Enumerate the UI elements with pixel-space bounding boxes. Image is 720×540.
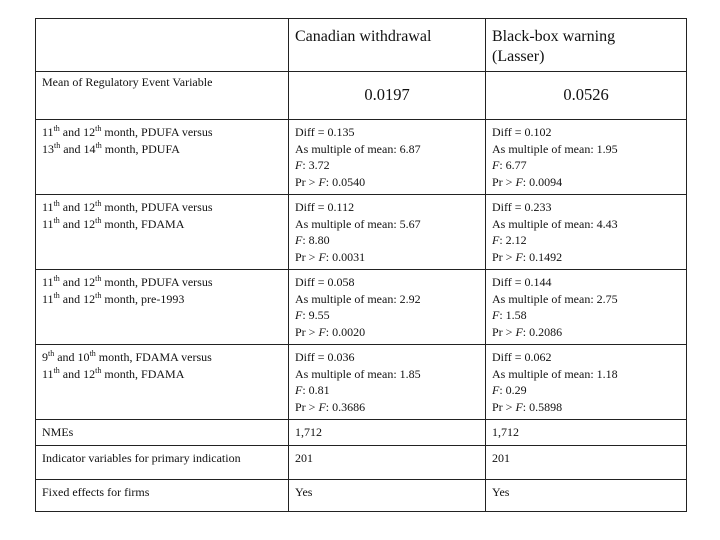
diff-value: Diff = 0.144 <box>492 275 552 289</box>
diff-value: Diff = 0.058 <box>295 275 355 289</box>
blackbox-stats: Diff = 0.233 As multiple of mean: 4.43 F… <box>485 194 687 270</box>
comparison-label: 11th and 12th month, PDUFA versus 11th a… <box>35 269 289 345</box>
comparison-label: 11th and 12th month, PDUFA versus 13th a… <box>35 119 289 195</box>
comparison-row: 9th and 10th month, FDAMA versus 11th an… <box>35 344 687 420</box>
mean-blackbox-value: 0.0526 <box>485 71 687 120</box>
f-stat: F: 8.80 <box>295 233 330 247</box>
multiple-of-mean: As multiple of mean: 2.92 <box>295 291 421 306</box>
comparison-label-line1: 11th and 12th month, PDUFA versus <box>42 199 213 215</box>
header-row: Canadian withdrawal Black-box warning (L… <box>35 18 687 72</box>
p-value: Pr > F: 0.1492 <box>492 249 563 264</box>
f-stat: F: 3.72 <box>295 158 330 172</box>
comparison-row: 11th and 12th month, PDUFA versus 11th a… <box>35 269 687 345</box>
footer-label: Fixed effects for firms <box>35 479 289 512</box>
comparison-rows: 11th and 12th month, PDUFA versus 13th a… <box>35 119 687 420</box>
p-value: Pr > F: 0.0094 <box>492 174 563 189</box>
p-value: Pr > F: 0.3686 <box>295 399 366 414</box>
mean-row: Mean of Regulatory Event Variable 0.0197… <box>35 71 687 120</box>
diff-value: Diff = 0.233 <box>492 200 552 214</box>
footer-blackbox-value: Yes <box>485 479 687 512</box>
blackbox-stats: Diff = 0.062 As multiple of mean: 1.18 F… <box>485 344 687 420</box>
canadian-stats: Diff = 0.112 As multiple of mean: 5.67 F… <box>288 194 486 270</box>
comparison-row: 11th and 12th month, PDUFA versus 13th a… <box>35 119 687 195</box>
mean-row-label: Mean of Regulatory Event Variable <box>35 71 289 120</box>
multiple-of-mean: As multiple of mean: 1.85 <box>295 366 421 381</box>
header-empty-cell <box>35 18 289 72</box>
footer-rows: NMEs 1,712 1,712 Indicator variables for… <box>35 419 687 512</box>
footer-blackbox-value: 1,712 <box>485 419 687 446</box>
multiple-of-mean: As multiple of mean: 4.43 <box>492 216 618 231</box>
f-stat: F: 0.29 <box>492 383 527 397</box>
header-black-box-warning: Black-box warning (Lasser) <box>485 18 687 72</box>
diff-value: Diff = 0.112 <box>295 200 355 214</box>
f-stat: F: 6.77 <box>492 158 527 172</box>
footer-row: NMEs 1,712 1,712 <box>35 419 687 446</box>
footer-row: Fixed effects for firms Yes Yes <box>35 479 687 512</box>
footer-blackbox-value: 201 <box>485 445 687 480</box>
canadian-stats: Diff = 0.036 As multiple of mean: 1.85 F… <box>288 344 486 420</box>
canadian-stats: Diff = 0.135 As multiple of mean: 6.87 F… <box>288 119 486 195</box>
p-value: Pr > F: 0.0020 <box>295 324 366 339</box>
multiple-of-mean: As multiple of mean: 1.95 <box>492 141 618 156</box>
header-canadian-withdrawal: Canadian withdrawal <box>288 18 486 72</box>
mean-canadian-value: 0.0197 <box>288 71 486 120</box>
f-stat: F: 9.55 <box>295 308 330 322</box>
diff-value: Diff = 0.062 <box>492 350 552 364</box>
comparison-label-line2: 11th and 12th month, pre-1993 <box>42 290 185 306</box>
comparison-label-line1: 11th and 12th month, PDUFA versus <box>42 124 213 140</box>
header-col3-line1: Black-box warning <box>492 28 616 45</box>
diff-value: Diff = 0.036 <box>295 350 355 364</box>
footer-row: Indicator variables for primary indicati… <box>35 445 687 480</box>
comparison-label: 9th and 10th month, FDAMA versus 11th an… <box>35 344 289 420</box>
f-stat: F: 0.81 <box>295 383 330 397</box>
p-value: Pr > F: 0.0540 <box>295 174 366 189</box>
p-value: Pr > F: 0.2086 <box>492 324 563 339</box>
results-table: Canadian withdrawal Black-box warning (L… <box>35 18 687 512</box>
multiple-of-mean: As multiple of mean: 6.87 <box>295 141 421 156</box>
footer-canadian-value: 201 <box>288 445 486 480</box>
multiple-of-mean: As multiple of mean: 5.67 <box>295 216 421 231</box>
comparison-label-line2: 13th and 14th month, PDUFA <box>42 140 180 156</box>
comparison-label-line1: 9th and 10th month, FDAMA versus <box>42 349 212 365</box>
f-stat: F: 1.58 <box>492 308 527 322</box>
footer-label: NMEs <box>35 419 289 446</box>
footer-canadian-value: Yes <box>288 479 486 512</box>
comparison-label-line2: 11th and 12th month, FDAMA <box>42 215 185 231</box>
blackbox-stats: Diff = 0.102 As multiple of mean: 1.95 F… <box>485 119 687 195</box>
p-value: Pr > F: 0.5898 <box>492 399 563 414</box>
canadian-stats: Diff = 0.058 As multiple of mean: 2.92 F… <box>288 269 486 345</box>
multiple-of-mean: As multiple of mean: 2.75 <box>492 291 618 306</box>
comparison-row: 11th and 12th month, PDUFA versus 11th a… <box>35 194 687 270</box>
footer-label: Indicator variables for primary indicati… <box>35 445 289 480</box>
multiple-of-mean: As multiple of mean: 1.18 <box>492 366 618 381</box>
header-col3-line2: (Lasser) <box>492 48 545 65</box>
diff-value: Diff = 0.135 <box>295 125 355 139</box>
comparison-label: 11th and 12th month, PDUFA versus 11th a… <box>35 194 289 270</box>
p-value: Pr > F: 0.0031 <box>295 249 366 264</box>
blackbox-stats: Diff = 0.144 As multiple of mean: 2.75 F… <box>485 269 687 345</box>
f-stat: F: 2.12 <box>492 233 527 247</box>
footer-canadian-value: 1,712 <box>288 419 486 446</box>
diff-value: Diff = 0.102 <box>492 125 552 139</box>
comparison-label-line2: 11th and 12th month, FDAMA <box>42 365 185 381</box>
comparison-label-line1: 11th and 12th month, PDUFA versus <box>42 274 213 290</box>
